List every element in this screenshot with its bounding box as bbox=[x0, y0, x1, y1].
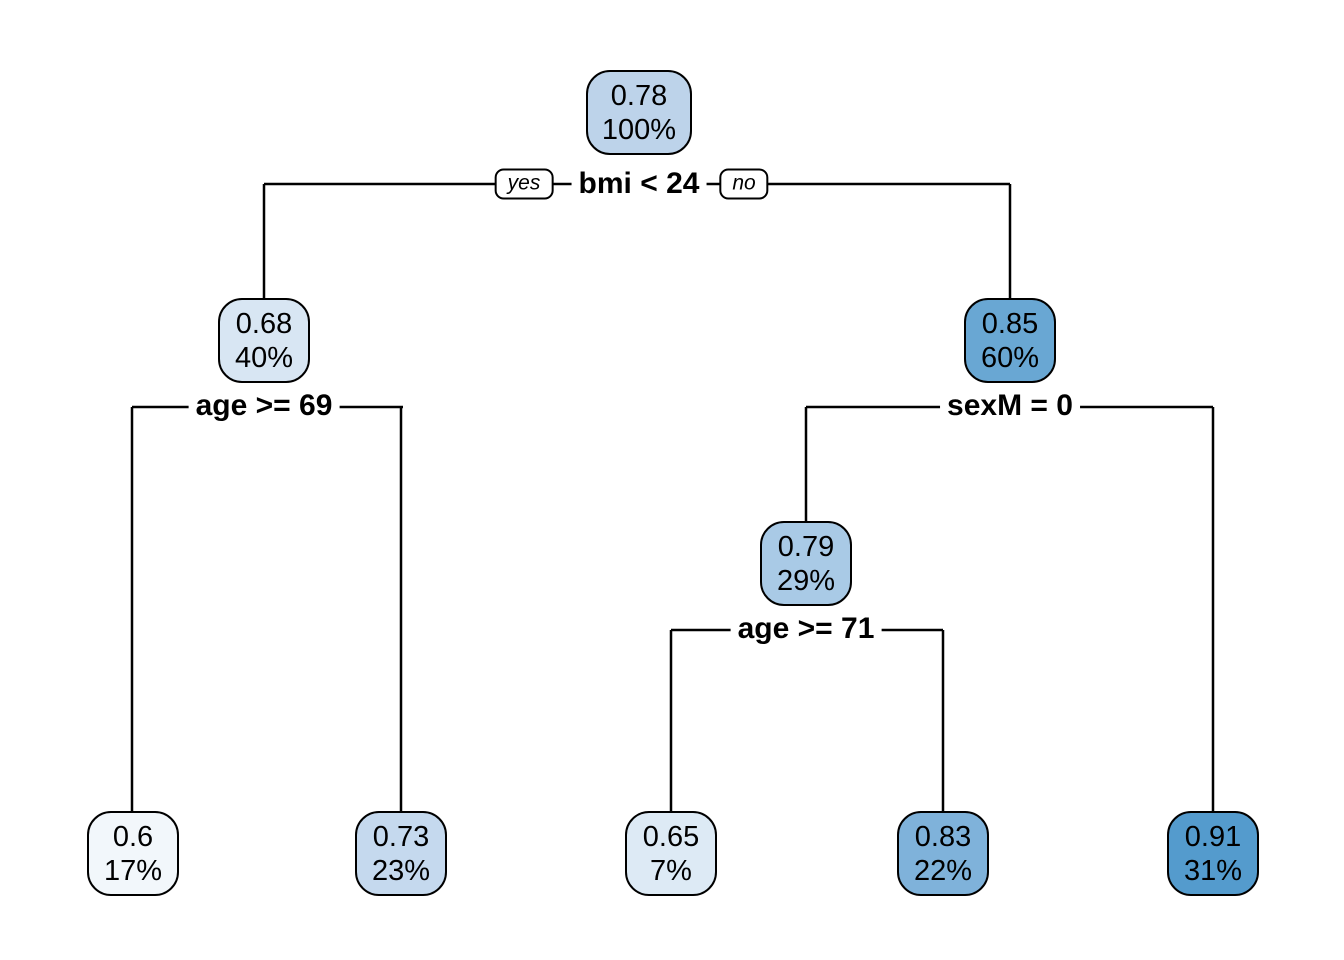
branch-tag-no: no bbox=[719, 168, 769, 200]
node-percent: 31% bbox=[1183, 854, 1243, 887]
node-percent: 23% bbox=[371, 854, 431, 887]
node-value: 0.65 bbox=[642, 820, 700, 853]
split-label-age69: age >= 69 bbox=[188, 389, 340, 423]
tree-leaf-age69-no: 0.73 23% bbox=[355, 811, 447, 896]
split-label-age71: age >= 71 bbox=[730, 612, 882, 646]
node-value: 0.79 bbox=[777, 530, 835, 563]
tree-node-bmi-no: 0.85 60% bbox=[964, 298, 1056, 383]
node-value: 0.78 bbox=[610, 79, 668, 112]
node-percent: 100% bbox=[601, 113, 677, 146]
node-percent: 7% bbox=[650, 854, 692, 887]
tree-node-sex-female: 0.79 29% bbox=[760, 521, 852, 606]
node-percent: 29% bbox=[776, 564, 836, 597]
node-value: 0.91 bbox=[1184, 820, 1242, 853]
node-value: 0.68 bbox=[235, 307, 293, 340]
tree-leaf-age69-yes: 0.6 17% bbox=[87, 811, 179, 896]
tree-node-bmi-yes: 0.68 40% bbox=[218, 298, 310, 383]
node-percent: 17% bbox=[103, 854, 163, 887]
node-value: 0.83 bbox=[914, 820, 972, 853]
node-value: 0.73 bbox=[372, 820, 430, 853]
split-label-sexm: sexM = 0 bbox=[940, 389, 1080, 423]
node-percent: 22% bbox=[913, 854, 973, 887]
node-percent: 60% bbox=[980, 341, 1040, 374]
node-percent: 40% bbox=[234, 341, 294, 374]
node-value: 0.85 bbox=[981, 307, 1039, 340]
branch-tag-yes: yes bbox=[494, 168, 554, 200]
tree-leaf-sex-male: 0.91 31% bbox=[1167, 811, 1259, 896]
tree-node-root: 0.78 100% bbox=[586, 70, 692, 155]
node-value: 0.6 bbox=[112, 820, 154, 853]
split-label-bmi: bmi < 24 bbox=[571, 167, 707, 201]
tree-leaf-age71-yes: 0.65 7% bbox=[625, 811, 717, 896]
tree-leaf-age71-no: 0.83 22% bbox=[897, 811, 989, 896]
